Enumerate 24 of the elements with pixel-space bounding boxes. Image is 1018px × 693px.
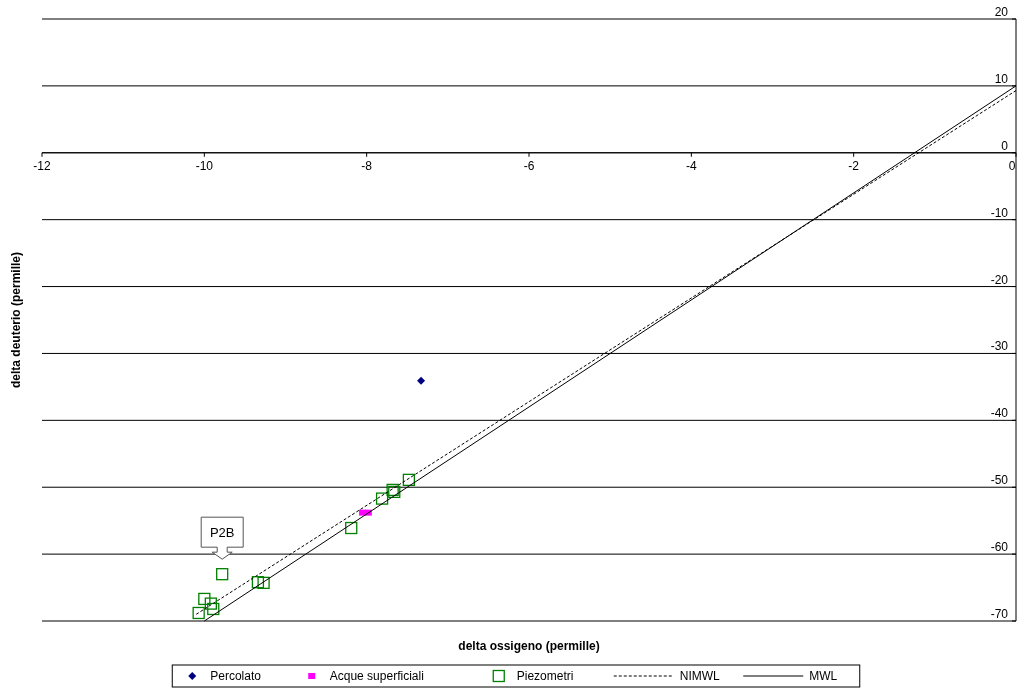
y-tick-label: 0 (1001, 138, 1009, 153)
y-tick-label: 10 (994, 71, 1009, 86)
y-tick-label: -30 (990, 339, 1009, 354)
y-tick-label: -20 (990, 272, 1009, 287)
x-axis-title: delta ossigeno (permille) (458, 639, 600, 653)
y-tick-label: 20 (994, 5, 1009, 19)
x-tick-label: -12 (33, 158, 51, 173)
y-tick-label: -50 (990, 473, 1009, 488)
y-axis-title: delta deuterio (permille) (9, 251, 23, 389)
y-tick-label: -70 (990, 607, 1009, 621)
legend-label: MWL (809, 669, 838, 684)
legend-label: Acque superficiali (329, 669, 424, 684)
annotation: P2B (209, 524, 235, 540)
y-tick-label: -60 (990, 540, 1009, 555)
legend-label: Percolato (210, 669, 262, 684)
x-tick-label: -4 (686, 158, 697, 173)
legend-label: Piezometri (516, 669, 574, 684)
x-tick-label: -2 (848, 158, 860, 173)
x-tick-label: -8 (361, 158, 373, 173)
y-tick-label: -40 (990, 406, 1009, 421)
x-tick-label: -10 (195, 158, 214, 173)
y-tick-label: -10 (990, 205, 1009, 220)
legend-label: NIMWL (679, 669, 721, 684)
x-tick-label: -6 (523, 158, 535, 173)
